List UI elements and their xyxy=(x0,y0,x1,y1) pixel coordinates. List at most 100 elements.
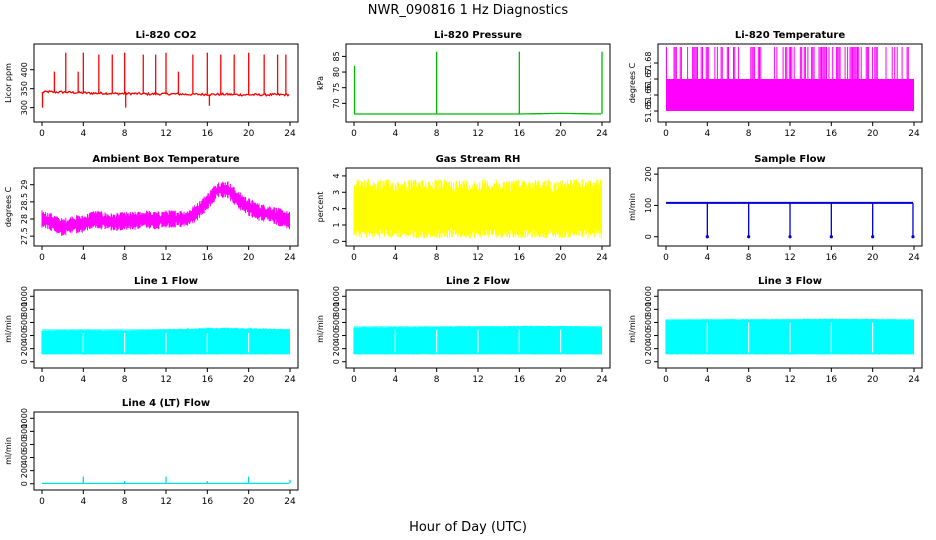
figure-xlabel: Hour of Day (UTC) xyxy=(409,520,527,535)
y-tick-label: 51.66 xyxy=(644,84,653,107)
x-tick-label: 24 xyxy=(908,129,920,139)
x-tick-label: 12 xyxy=(160,497,171,507)
x-tick-label: 20 xyxy=(243,253,255,263)
y-tick-label: 1000 xyxy=(332,286,341,306)
x-tick-label: 16 xyxy=(202,253,214,263)
y-tick-label: 600 xyxy=(332,315,341,330)
plot-area xyxy=(666,201,915,239)
y-tick-label: 200 xyxy=(20,463,29,478)
panel-co2: Li-820 CO2 Licor ppm 0 4 8 12 16 20 24 300 350 400 xyxy=(4,30,299,139)
y-tick-label: 400 xyxy=(332,328,341,343)
x-tick-label: 12 xyxy=(472,253,483,263)
x-tick-label: 16 xyxy=(202,129,214,139)
x-tick-label: 20 xyxy=(243,375,255,385)
x-tick-label: 24 xyxy=(284,497,296,507)
y-tick-label: 600 xyxy=(20,315,29,330)
x-tick-label: 20 xyxy=(867,253,879,263)
x-tick-label: 4 xyxy=(704,253,710,263)
panel-title: Gas Stream RH xyxy=(436,154,521,165)
plot-area xyxy=(665,318,914,355)
y-axis-label: ml/min xyxy=(628,315,637,343)
y-axis-label: ml/min xyxy=(628,193,637,221)
x-tick-label: 4 xyxy=(392,375,398,385)
x-tick-label: 24 xyxy=(284,253,296,263)
x-tick-label: 4 xyxy=(392,253,398,263)
y-tick-label: 400 xyxy=(644,328,653,343)
x-tick-label: 8 xyxy=(122,497,128,507)
plot-area xyxy=(666,47,914,111)
figure-title: NWR_090816 1 Hz Diagnostics xyxy=(368,3,569,18)
y-tick-label: 29 xyxy=(20,180,29,190)
series-band xyxy=(666,79,914,111)
y-tick-label: 4 xyxy=(332,173,341,178)
y-tick-label: 0 xyxy=(20,481,29,486)
x-tick-label: 4 xyxy=(80,375,86,385)
y-tick-label: 0 xyxy=(644,234,653,239)
y-tick-label: 400 xyxy=(20,450,29,465)
y-axis-label: ml/min xyxy=(316,315,325,343)
x-tick-label: 4 xyxy=(80,497,86,507)
y-axis-label: percent xyxy=(316,192,325,223)
y-tick-label: 800 xyxy=(20,302,29,317)
dip-point xyxy=(788,235,792,239)
y-tick-label: 0 xyxy=(20,359,29,364)
x-tick-label: 8 xyxy=(746,375,752,385)
x-tick-label: 8 xyxy=(746,253,752,263)
y-tick-label: 1 xyxy=(332,222,341,227)
y-tick-label: 800 xyxy=(644,302,653,317)
x-tick-label: 12 xyxy=(160,253,171,263)
plot-area xyxy=(353,51,603,115)
x-tick-label: 12 xyxy=(784,129,795,139)
panel-title: Sample Flow xyxy=(754,154,826,165)
plot-area xyxy=(42,476,291,485)
y-tick-label: 2 xyxy=(332,206,341,211)
y-tick-label: 51.65 xyxy=(644,100,653,123)
x-tick-label: 16 xyxy=(826,253,838,263)
x-tick-label: 8 xyxy=(434,253,440,263)
x-tick-label: 16 xyxy=(514,253,526,263)
series-band xyxy=(41,181,290,236)
x-tick-label: 20 xyxy=(243,497,255,507)
dip-point xyxy=(747,235,751,239)
x-tick-label: 0 xyxy=(351,375,357,385)
y-axis-label: ml/min xyxy=(4,437,13,465)
x-tick-label: 8 xyxy=(434,375,440,385)
panel-title: Line 1 Flow xyxy=(134,276,198,287)
y-tick-label: 200 xyxy=(644,341,653,356)
x-tick-label: 0 xyxy=(39,129,45,139)
panel-line1: Line 1 Flow ml/min 0 4 8 12 16 20 24 0 20040060080… xyxy=(4,276,299,385)
x-tick-label: 16 xyxy=(202,497,214,507)
plot-area xyxy=(353,179,602,239)
y-tick-label: 0 xyxy=(644,359,653,364)
x-tick-label: 0 xyxy=(351,129,357,139)
x-tick-label: 24 xyxy=(908,375,920,385)
panel-line2: Line 2 Flow ml/min 0 4 8 12 16 20 24 0 20040060080… xyxy=(316,276,611,385)
panel-temp820: Li-820 Temperature degrees C 0 4 8 12 16 20 24 51… xyxy=(628,30,923,139)
x-tick-label: 4 xyxy=(704,375,710,385)
y-tick-label: 0 xyxy=(332,239,341,244)
x-tick-label: 24 xyxy=(596,253,608,263)
x-tick-label: 8 xyxy=(122,253,128,263)
plot-frame xyxy=(345,43,611,123)
plot-area xyxy=(41,181,290,236)
panel-line3: Line 3 Flow ml/min 0 4 8 12 16 20 24 0 20040060080… xyxy=(628,276,923,385)
panel-sflow: Sample Flow ml/min 0 4 8 12 16 20 24 0 100 200 xyxy=(628,154,923,263)
y-tick-label: 800 xyxy=(332,302,341,317)
plot-area xyxy=(353,325,602,355)
y-tick-label: 1000 xyxy=(20,408,29,428)
y-tick-label: 600 xyxy=(20,437,29,452)
x-tick-label: 0 xyxy=(663,129,669,139)
y-axis-label: degrees C xyxy=(628,62,637,103)
x-tick-label: 0 xyxy=(351,253,357,263)
x-tick-label: 12 xyxy=(784,253,795,263)
y-tick-label: 200 xyxy=(332,341,341,356)
x-tick-label: 16 xyxy=(514,129,526,139)
series-band xyxy=(353,179,602,239)
x-tick-label: 20 xyxy=(867,375,879,385)
x-tick-label: 8 xyxy=(122,375,128,385)
panel-line4: Line 4 (LT) Flow ml/min 0 4 8 12 16 20 24 0 200400… xyxy=(4,398,299,507)
plot-area xyxy=(41,327,290,355)
panel-boxtemp: Ambient Box Temperature degrees C 0 4 8 12 16 2… xyxy=(4,154,299,263)
y-tick-label: 51.68 xyxy=(644,52,653,75)
